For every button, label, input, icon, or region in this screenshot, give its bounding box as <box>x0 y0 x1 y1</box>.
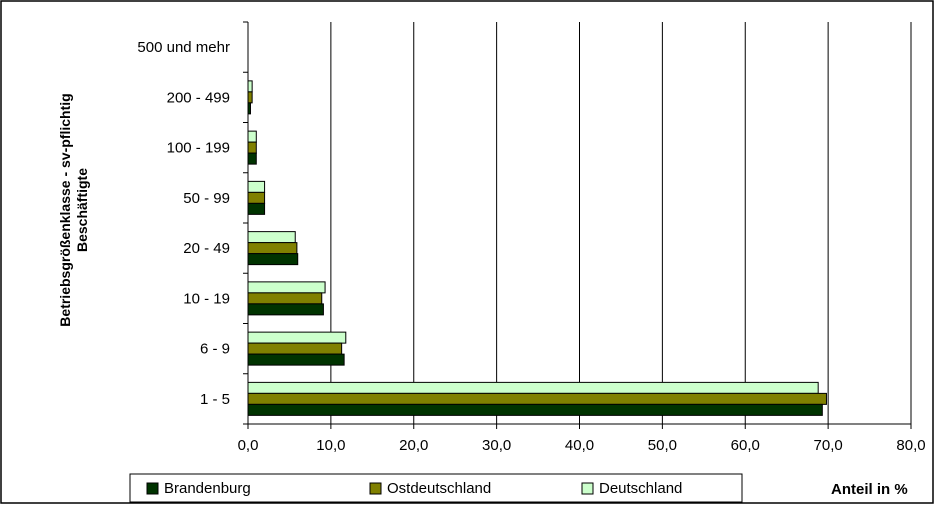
bar-ostdeutschland <box>247 141 257 154</box>
y-axis-title-line-1: Betriebsgrößenklasse - sv-pflichtig <box>57 93 73 326</box>
legend-swatch <box>146 482 159 495</box>
y-tick-label: 50 - 99 <box>183 190 230 207</box>
bar-deutschland <box>247 80 253 93</box>
bar-brandenburg <box>247 152 257 165</box>
bar-deutschland <box>247 331 347 344</box>
legend-label: Deutschland <box>599 480 682 497</box>
legend-swatch <box>581 482 594 495</box>
x-tick-label: 50,0 <box>648 437 677 454</box>
bar-deutschland <box>247 281 326 294</box>
x-tick-label: 80,0 <box>896 437 925 454</box>
y-axis-title: Betriebsgrößenklasse - sv-pflichtig Besc… <box>57 93 90 326</box>
x-tick-label: 0,0 <box>238 437 259 454</box>
legend-swatch <box>369 482 382 495</box>
legend-box <box>129 473 743 503</box>
legend-label: Ostdeutschland <box>387 480 491 497</box>
y-tick-label: 20 - 49 <box>183 240 230 257</box>
grid-lines <box>330 22 912 424</box>
legend-label: Brandenburg <box>164 480 251 497</box>
bar-deutschland <box>247 130 257 143</box>
y-tick-label: 6 - 9 <box>200 341 230 358</box>
x-tick-label: 60,0 <box>731 437 760 454</box>
bar-ostdeutschland <box>247 191 266 204</box>
legend: Brandenburg Ostdeutschland Deutschland <box>129 473 743 503</box>
bar-deutschland <box>247 180 266 193</box>
bar-deutschland <box>247 381 819 394</box>
bar-brandenburg <box>247 353 345 366</box>
bar-brandenburg <box>247 403 823 416</box>
y-tick-label: 100 - 199 <box>167 140 230 157</box>
y-axis-title-line-2: Beschäftigte <box>74 168 90 252</box>
y-tick-label: 10 - 19 <box>183 290 230 307</box>
bar-brandenburg <box>247 253 299 266</box>
x-axis-title: Anteil in % <box>831 481 908 498</box>
bar-ostdeutschland <box>247 342 343 355</box>
bar-ostdeutschland <box>247 91 253 104</box>
x-tick-label: 10,0 <box>316 437 345 454</box>
x-tick-label: 30,0 <box>482 437 511 454</box>
axes: 0,0 10,0 20,0 30,0 40,0 50,0 60,0 70,0 80,0 1 - 5… <box>137 21 926 454</box>
x-tick-label: 40,0 <box>565 437 594 454</box>
bar-brandenburg <box>247 202 266 215</box>
bar-brandenburg <box>247 303 324 316</box>
bar-ostdeutschland <box>247 242 298 255</box>
x-tick-label: 70,0 <box>814 437 843 454</box>
x-tick-label: 20,0 <box>399 437 428 454</box>
bar-ostdeutschland <box>247 292 323 305</box>
y-tick-label: 200 - 499 <box>167 89 230 106</box>
bar-ostdeutschland <box>247 392 827 405</box>
bar-deutschland <box>247 231 296 244</box>
bars <box>247 80 827 416</box>
y-tick-label: 1 - 5 <box>200 391 230 408</box>
y-tick-label: 500 und mehr <box>137 39 230 56</box>
